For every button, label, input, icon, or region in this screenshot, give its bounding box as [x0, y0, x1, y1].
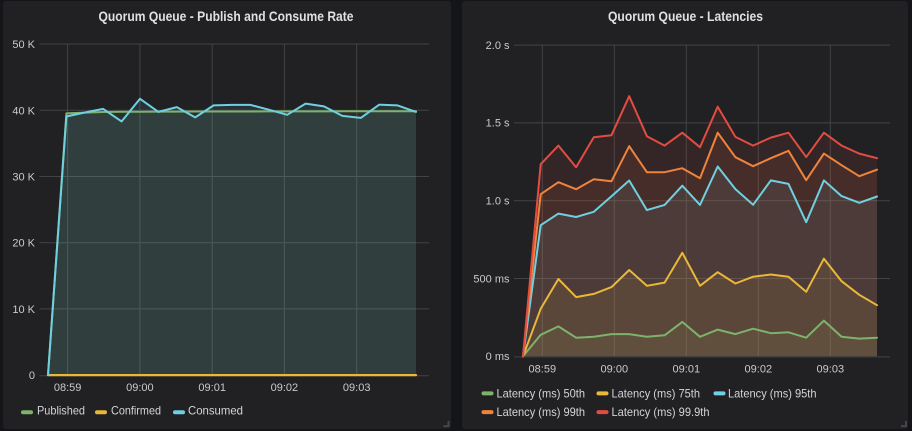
svg-text:09:00: 09:00 — [126, 382, 154, 394]
svg-text:50 K: 50 K — [12, 39, 35, 51]
svg-text:Consumed: Consumed — [188, 404, 243, 418]
svg-text:09:03: 09:03 — [343, 382, 371, 394]
svg-text:10 K: 10 K — [12, 304, 35, 316]
svg-text:1.0 s: 1.0 s — [486, 196, 510, 208]
svg-text:Latency (ms) 75th: Latency (ms) 75th — [612, 386, 701, 400]
svg-text:20 K: 20 K — [12, 238, 35, 250]
svg-text:Latency (ms) 99.9th: Latency (ms) 99.9th — [612, 405, 710, 419]
svg-text:Latency (ms) 50th: Latency (ms) 50th — [497, 386, 586, 400]
svg-text:09:03: 09:03 — [817, 363, 845, 375]
svg-text:2.0 s: 2.0 s — [486, 40, 510, 52]
svg-text:0: 0 — [29, 370, 35, 382]
svg-text:500 ms: 500 ms — [473, 273, 510, 285]
svg-text:1.5 s: 1.5 s — [486, 118, 510, 130]
svg-text:Confirmed: Confirmed — [111, 404, 161, 418]
svg-text:09:01: 09:01 — [673, 363, 701, 375]
svg-text:09:00: 09:00 — [601, 363, 629, 375]
svg-text:Quorum Queue - Publish and Con: Quorum Queue - Publish and Consume Rate — [99, 8, 354, 24]
svg-text:08:59: 08:59 — [529, 363, 557, 375]
svg-text:30 K: 30 K — [12, 172, 35, 184]
svg-text:Latency (ms) 99th: Latency (ms) 99th — [497, 405, 586, 419]
svg-text:0 ms: 0 ms — [486, 351, 510, 363]
svg-text:09:01: 09:01 — [198, 382, 226, 394]
svg-text:09:02: 09:02 — [271, 382, 299, 394]
svg-text:Latency (ms) 95th: Latency (ms) 95th — [728, 386, 817, 400]
svg-text:40 K: 40 K — [12, 105, 35, 117]
svg-text:Published: Published — [37, 404, 85, 418]
svg-text:08:59: 08:59 — [54, 382, 82, 394]
svg-text:Quorum Queue - Latencies: Quorum Queue - Latencies — [608, 8, 763, 24]
svg-text:09:02: 09:02 — [745, 363, 773, 375]
